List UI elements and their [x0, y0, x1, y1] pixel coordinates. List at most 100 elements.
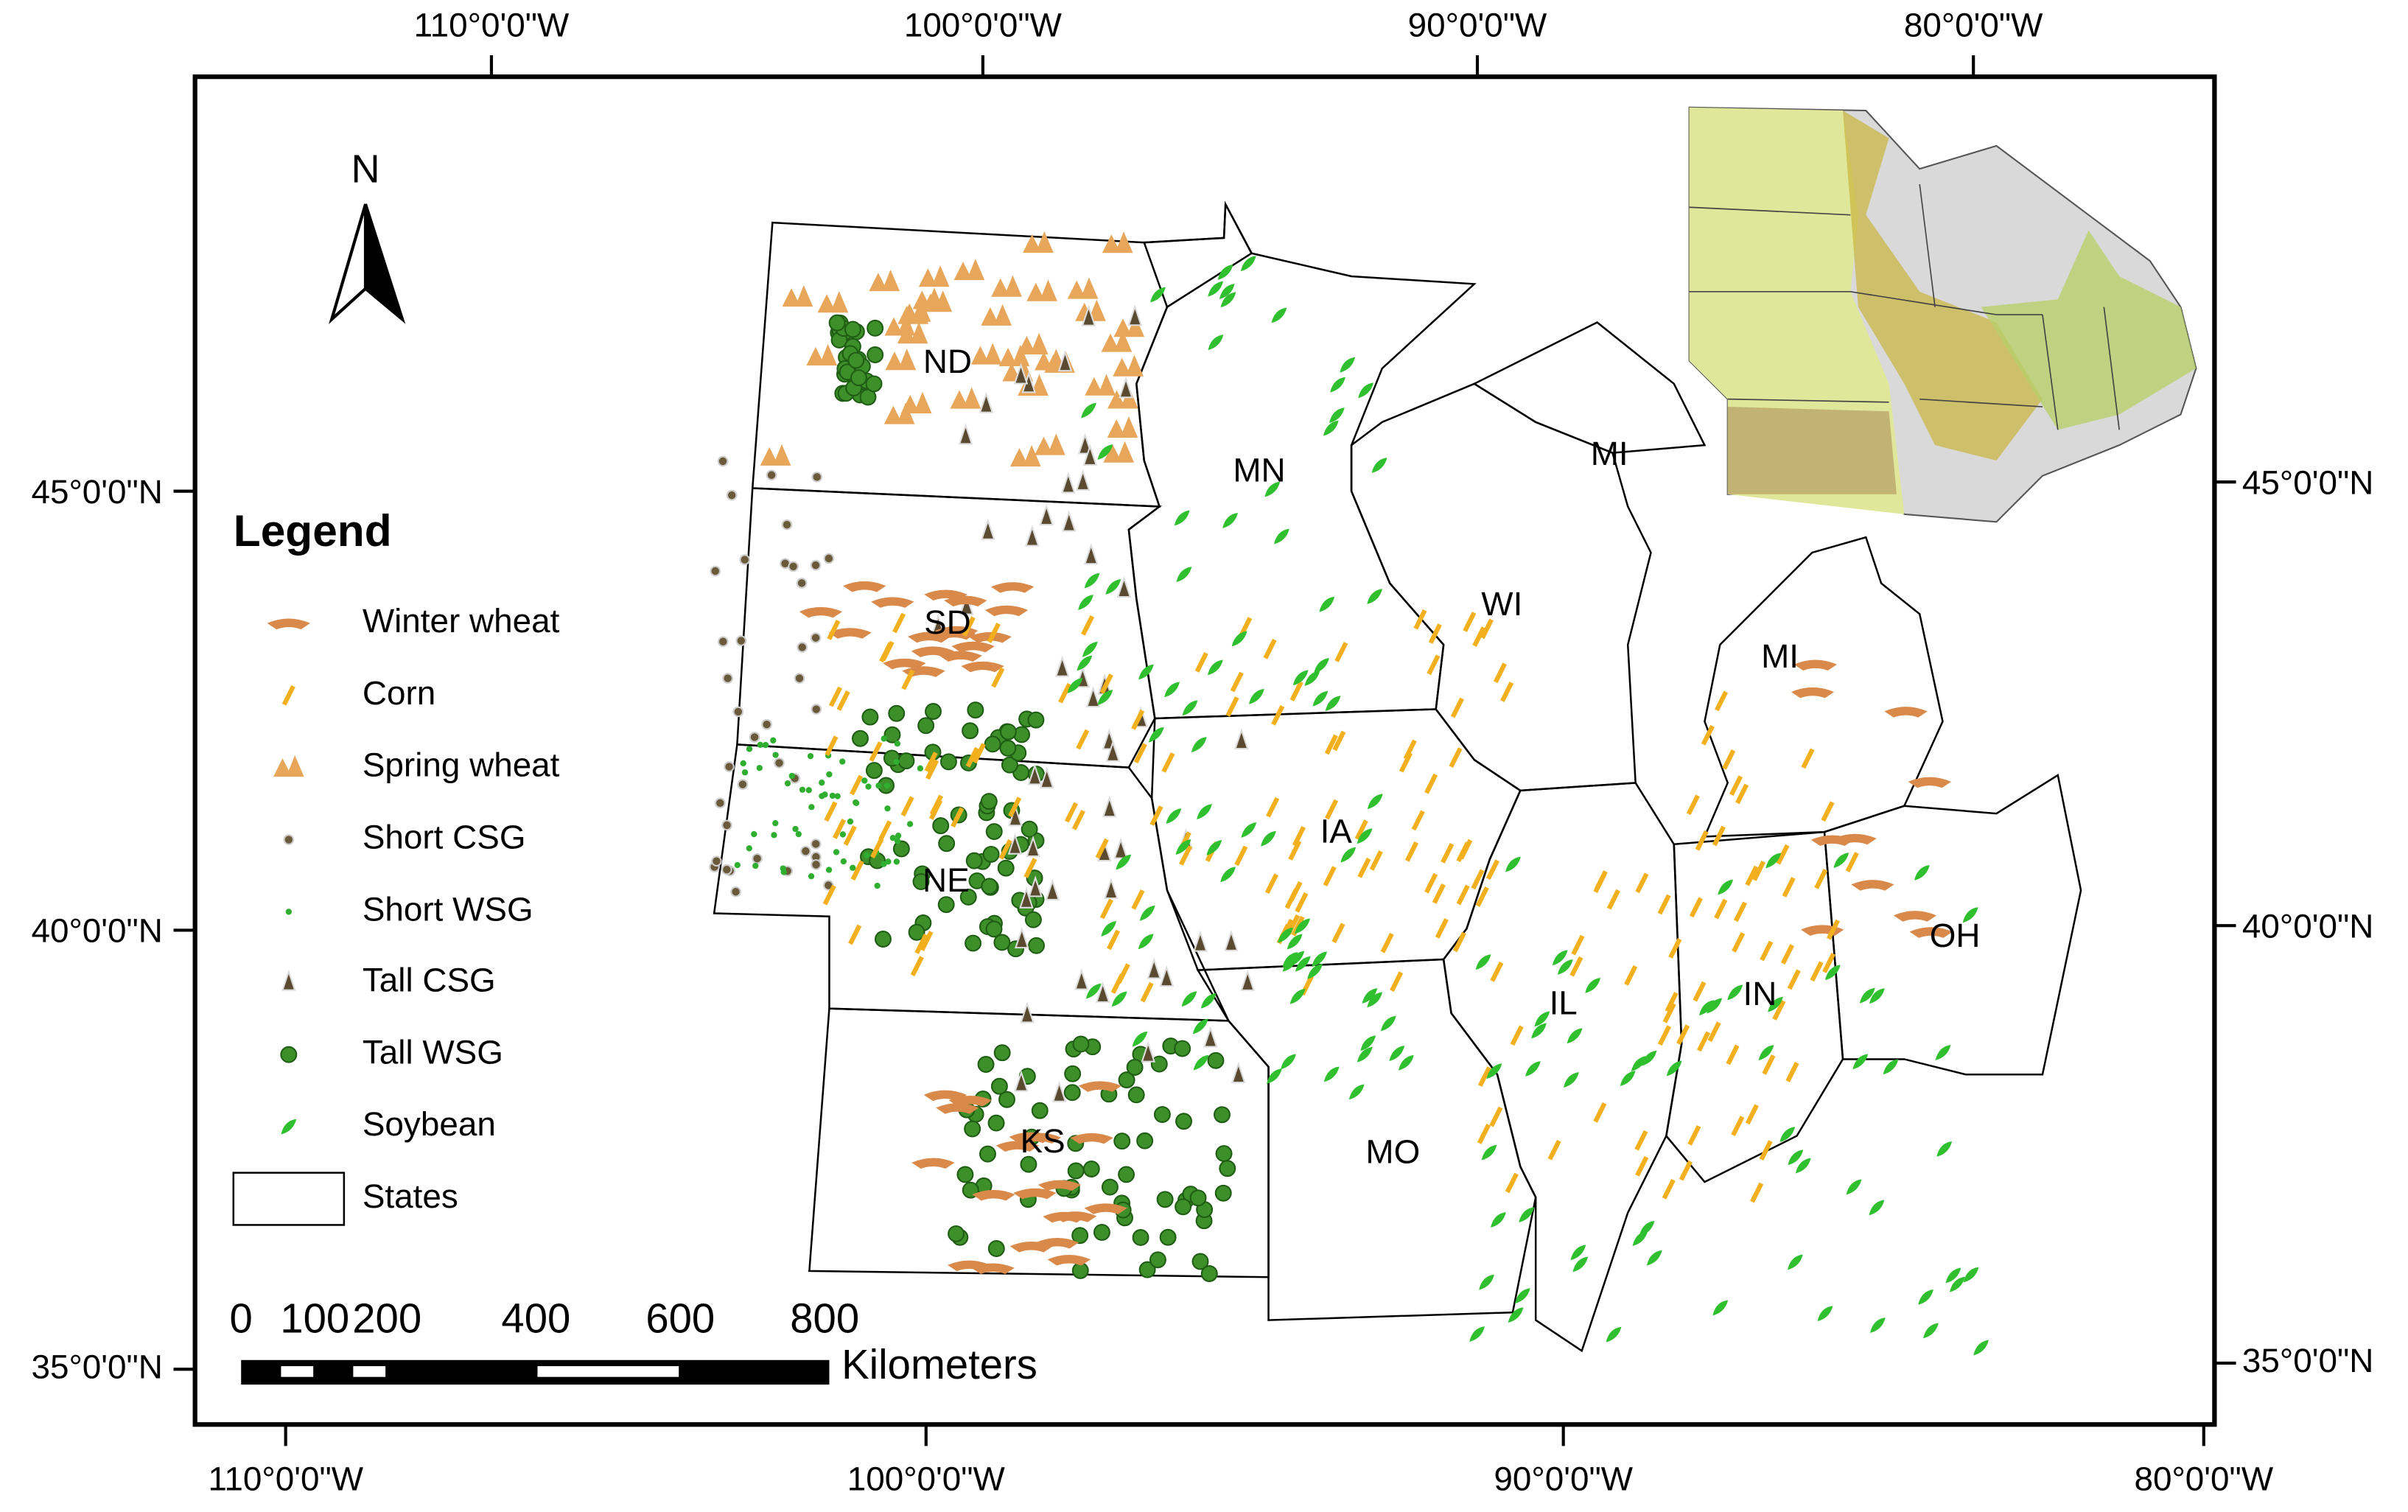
state-label: MO — [1365, 1133, 1420, 1171]
soybean-symbol — [1606, 1326, 1622, 1343]
tall-csg-symbol — [1104, 877, 1119, 900]
soybean-symbol — [1833, 853, 1849, 868]
soybean-symbol — [1148, 727, 1164, 743]
tall-wsg-symbol — [980, 793, 998, 811]
spring-wheat-symbol — [1085, 374, 1116, 396]
corn-symbol — [1665, 992, 1679, 1012]
corn-symbol — [1679, 1160, 1693, 1181]
tall-csg-symbol — [1119, 377, 1133, 399]
winter-wheat-symbol — [911, 1158, 955, 1169]
tall-wsg-symbol — [998, 1091, 1015, 1108]
short-csg-symbol — [810, 559, 822, 571]
corn-symbol — [1107, 929, 1121, 951]
short-csg-symbol — [752, 853, 763, 864]
scale-bar — [241, 1359, 830, 1385]
corn-symbol — [1735, 783, 1749, 805]
soybean-symbol — [1358, 382, 1374, 399]
soybean-symbol — [1567, 1028, 1583, 1044]
soybean-symbol — [1304, 671, 1320, 686]
tall-csg-symbol — [1141, 1040, 1155, 1063]
tall-wsg-symbol — [937, 896, 955, 914]
short-wsg-symbol — [772, 752, 779, 758]
short-csg-symbol — [811, 704, 822, 715]
legend-label: Short WSG — [363, 891, 533, 928]
corn-symbol — [1750, 1182, 1764, 1203]
corn-symbol — [1133, 743, 1147, 764]
winter-wheat-symbol — [1893, 911, 1937, 922]
short-wsg-symbol — [756, 765, 763, 771]
soybean-symbol — [1620, 1071, 1636, 1086]
soybean-symbol — [1295, 918, 1310, 934]
tall-wsg-symbol — [1214, 1184, 1232, 1202]
corn-symbol — [825, 735, 839, 757]
tall-csg-symbol — [1116, 575, 1132, 598]
north-label: N — [351, 147, 379, 192]
spring-wheat-symbol — [981, 304, 1012, 326]
corn-symbol — [1390, 971, 1404, 993]
winter-wheat-symbol — [1047, 1255, 1091, 1266]
corn-symbol — [965, 746, 979, 768]
short-wsg-symbol — [762, 741, 769, 749]
soybean-symbol — [1325, 696, 1341, 712]
tall-wsg-symbol — [1215, 1145, 1233, 1163]
tall-wsg-symbol — [999, 739, 1017, 757]
tall-wsg-symbol — [1136, 1132, 1154, 1149]
legend-label: Tall CSG — [363, 961, 496, 998]
tall-csg-symbol — [1127, 304, 1143, 326]
soybean-symbol — [1914, 865, 1930, 881]
corn-symbol — [1081, 615, 1095, 636]
tall-csg-symbol — [1007, 833, 1023, 855]
corn-symbol — [1489, 1106, 1503, 1127]
short-wsg-symbol — [805, 787, 812, 794]
corn-symbol — [1411, 810, 1425, 831]
corn-symbol — [1485, 859, 1499, 881]
corn-symbol — [1403, 739, 1417, 760]
winter-wheat-symbol — [1791, 687, 1835, 699]
soybean-symbol — [1240, 256, 1256, 272]
corn-symbol — [892, 612, 906, 634]
spring-wheat-symbol — [1103, 441, 1135, 463]
corn-symbol — [1292, 826, 1306, 847]
graticule-label: 80°0'0"W — [2135, 1460, 2274, 1497]
short-wsg-symbol — [734, 861, 741, 869]
short-csg-symbol — [761, 718, 772, 730]
soybean-symbol — [1312, 690, 1329, 707]
short-wsg-symbol — [799, 786, 806, 793]
short-csg-symbol — [711, 855, 722, 867]
corn-symbol — [1714, 898, 1728, 920]
scale-label: 400 — [501, 1295, 570, 1342]
corn-symbol — [1593, 1102, 1607, 1123]
soybean-symbol — [1469, 1326, 1485, 1343]
winter-wheat-symbol — [828, 628, 872, 639]
corn-symbol — [1729, 775, 1743, 797]
winter-wheat-symbol — [1793, 659, 1838, 671]
corn-symbol — [924, 752, 938, 772]
tall-wsg-symbol — [1028, 937, 1046, 954]
soybean-symbol — [1082, 641, 1098, 657]
soybean-symbol — [1266, 1068, 1282, 1084]
tall-wsg-symbol — [1067, 1162, 1085, 1180]
soybean-symbol — [1330, 377, 1345, 393]
state-label: KS — [1021, 1122, 1065, 1160]
graticule-label: 110°0'0"W — [208, 1460, 363, 1497]
graticule-label: 40°0'0"N — [31, 912, 162, 950]
tall-csg-symbol — [1159, 965, 1175, 987]
winter-wheat-symbol — [1884, 707, 1928, 718]
winter-wheat-symbol — [1833, 833, 1877, 845]
short-csg-symbol — [718, 636, 729, 648]
legend-label: Soybean — [363, 1105, 496, 1143]
short-wsg-symbol — [889, 834, 896, 841]
corn-symbol — [1814, 868, 1828, 889]
short-wsg-symbol — [839, 831, 847, 838]
short-wsg-symbol — [826, 771, 833, 778]
north-arrow — [363, 203, 406, 324]
short-wsg-symbol — [839, 758, 846, 765]
soybean-symbol — [1360, 1035, 1376, 1051]
corn-symbol — [1450, 697, 1464, 718]
winter-wheat-symbol — [948, 1260, 991, 1272]
tall-csg-symbol — [959, 593, 974, 615]
soybean-symbol — [1175, 839, 1191, 855]
tall-wsg-symbol — [1127, 1086, 1145, 1104]
soybean-symbol — [1475, 954, 1491, 970]
soybean-symbol — [1097, 690, 1113, 705]
